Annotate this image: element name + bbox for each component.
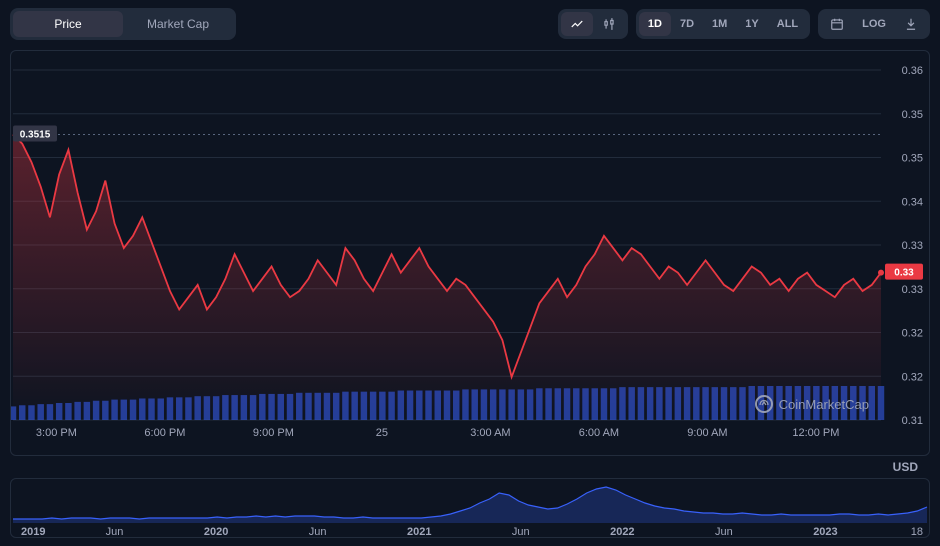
svg-text:0.35: 0.35	[902, 153, 923, 165]
calendar-icon[interactable]	[821, 12, 853, 36]
watermark-text: CoinMarketCap	[779, 397, 869, 412]
svg-text:0.33: 0.33	[902, 284, 923, 296]
currency-label: USD	[10, 456, 930, 476]
range-tabs: 1D7D1M1YALL	[636, 9, 810, 39]
svg-text:Jun: Jun	[309, 526, 327, 537]
svg-text:6:00 PM: 6:00 PM	[144, 427, 185, 439]
main-chart[interactable]: 0.36 0.35 0.35 0.34 0.33 0.33 0.32 0.32 0.31 0.35…	[10, 50, 930, 456]
svg-text:9:00 AM: 9:00 AM	[687, 427, 727, 439]
watermark: CoinMarketCap	[755, 395, 869, 413]
view-tab-market-cap[interactable]: Market Cap	[123, 11, 233, 37]
svg-text:2021: 2021	[407, 526, 431, 537]
svg-text:12:00 PM: 12:00 PM	[792, 427, 839, 439]
svg-text:6:00 AM: 6:00 AM	[579, 427, 619, 439]
minichart-svg: 2019 Jun 2020 Jun 2021 Jun 2022 Jun 2023 18	[11, 479, 929, 537]
log-toggle[interactable]: LOG	[853, 12, 895, 36]
svg-text:9:00 PM: 9:00 PM	[253, 427, 294, 439]
range-tab-1d[interactable]: 1D	[639, 12, 671, 36]
range-tab-7d[interactable]: 7D	[671, 12, 703, 36]
svg-text:3:00 PM: 3:00 PM	[36, 427, 77, 439]
svg-text:Jun: Jun	[512, 526, 530, 537]
view-tabs: PriceMarket Cap	[10, 8, 236, 40]
download-icon[interactable]	[895, 12, 927, 36]
extra-tools: LOG	[818, 9, 930, 39]
toolbar: PriceMarket Cap 1D7D1M1YALL LOG	[10, 8, 930, 40]
chart-container: PriceMarket Cap 1D7D1M1YALL LOG 0.36 0.35…	[0, 0, 940, 546]
svg-text:0.36: 0.36	[902, 65, 923, 77]
svg-text:2022: 2022	[610, 526, 634, 537]
overview-minichart[interactable]: 2019 Jun 2020 Jun 2021 Jun 2022 Jun 2023 18	[10, 478, 930, 538]
range-tab-1y[interactable]: 1Y	[736, 12, 767, 36]
svg-text:18: 18	[911, 526, 923, 537]
svg-text:0.35: 0.35	[902, 109, 923, 121]
svg-text:0.34: 0.34	[902, 196, 923, 208]
range-tab-1m[interactable]: 1M	[703, 12, 736, 36]
candlestick-icon[interactable]	[593, 12, 625, 36]
svg-text:0.31: 0.31	[902, 415, 923, 427]
svg-text:2019: 2019	[21, 526, 45, 537]
svg-text:0.32: 0.32	[902, 371, 923, 383]
coinmarketcap-logo	[755, 395, 773, 413]
svg-text:0.3515: 0.3515	[20, 129, 51, 140]
svg-text:Jun: Jun	[715, 526, 733, 537]
range-tab-all[interactable]: ALL	[768, 12, 807, 36]
view-tab-price[interactable]: Price	[13, 11, 123, 37]
svg-text:2023: 2023	[813, 526, 837, 537]
chart-type-group	[558, 9, 628, 39]
svg-text:25: 25	[376, 427, 388, 439]
svg-text:0.33: 0.33	[894, 268, 914, 279]
svg-text:3:00 AM: 3:00 AM	[470, 427, 510, 439]
svg-text:2020: 2020	[204, 526, 228, 537]
svg-text:0.32: 0.32	[902, 328, 923, 340]
line-chart-icon[interactable]	[561, 12, 593, 36]
svg-text:Jun: Jun	[106, 526, 124, 537]
svg-text:0.33: 0.33	[902, 240, 923, 252]
